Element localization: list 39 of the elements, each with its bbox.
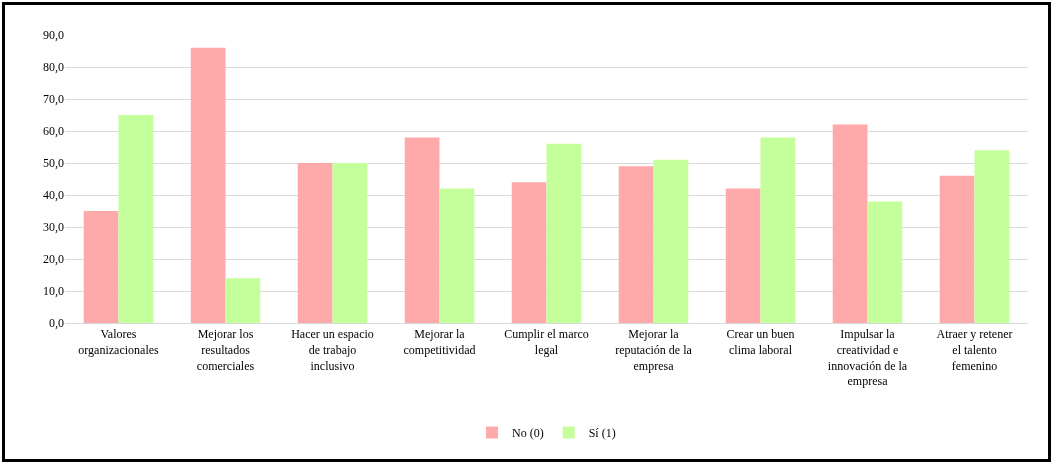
bar xyxy=(618,166,654,323)
bar xyxy=(225,278,261,323)
bar xyxy=(118,115,154,323)
x-tick-label: Mejorar la reputación de la empresa xyxy=(615,327,693,373)
y-tick-label: 30,0 xyxy=(43,220,64,235)
x-tick-label: Mejorar los resultados comerciales xyxy=(196,327,255,373)
y-tick-label: 0,0 xyxy=(49,316,64,331)
x-tick-label: Impulsar la creatividad e innovación de la empresa xyxy=(827,327,908,389)
bar xyxy=(939,175,975,323)
bar xyxy=(546,143,582,323)
legend-label: No (0) xyxy=(512,426,544,441)
bar xyxy=(297,163,333,323)
x-tick-label: Hacer un espacio de trabajo inclusivo xyxy=(291,327,374,373)
bar xyxy=(332,163,368,323)
y-tick-label: 70,0 xyxy=(43,92,64,107)
x-tick-label: Atraer y retener el talento femenino xyxy=(936,327,1013,373)
bar xyxy=(832,124,868,323)
y-tick-label: 20,0 xyxy=(43,252,64,267)
bar xyxy=(511,182,547,323)
y-tick-label: 60,0 xyxy=(43,124,64,139)
y-tick-label: 80,0 xyxy=(43,60,64,75)
x-tick-label: Crear un buen clima laboral xyxy=(726,327,795,357)
x-tick-label: Mejorar la competitividad xyxy=(403,327,476,357)
bar xyxy=(867,201,903,323)
x-tick-label: Valores organizacionales xyxy=(78,327,160,357)
bar xyxy=(439,188,475,323)
bar xyxy=(974,150,1010,323)
y-tick-label: 50,0 xyxy=(43,156,64,171)
x-tick-label: Cumplir el marco legal xyxy=(504,327,589,357)
y-tick-label: 40,0 xyxy=(43,188,64,203)
bar xyxy=(83,211,119,323)
bar xyxy=(725,188,761,323)
bar xyxy=(760,137,796,323)
y-tick-label: 10,0 xyxy=(43,284,64,299)
bar xyxy=(404,137,440,323)
bar xyxy=(653,159,689,323)
bar xyxy=(190,47,226,323)
y-tick-label: 90,0 xyxy=(43,28,64,43)
legend-label: Sí (1) xyxy=(588,426,616,441)
